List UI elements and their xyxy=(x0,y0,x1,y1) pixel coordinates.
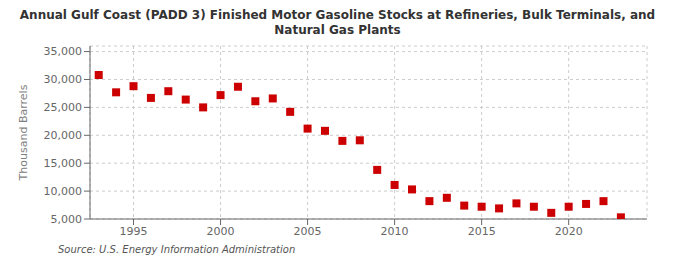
svg-text:35,000: 35,000 xyxy=(44,45,83,58)
svg-text:1995: 1995 xyxy=(120,225,148,238)
svg-text:25,000: 25,000 xyxy=(44,101,83,114)
html-text:Annual Gulf Coast (PADD 3) Fin: Annual Gulf Coast (PADD 3) Finished Moto… xyxy=(19,8,656,37)
svg-text:Thousand Barrels: Thousand Barrels xyxy=(17,84,30,181)
svg-text:2005: 2005 xyxy=(294,225,322,238)
svg-text:2020: 2020 xyxy=(555,225,583,238)
svg-text:2000: 2000 xyxy=(207,225,235,238)
html-text:Source: U.S. Energy Informatio: Source: U.S. Energy Information Administ… xyxy=(58,244,296,255)
svg-text:30,000: 30,000 xyxy=(44,73,83,86)
svg-text:15,000: 15,000 xyxy=(44,157,83,170)
svg-text:2015: 2015 xyxy=(468,225,496,238)
svg-text:2010: 2010 xyxy=(381,225,409,238)
svg-text:5,000: 5,000 xyxy=(51,213,83,226)
svg-text:20,000: 20,000 xyxy=(44,129,83,142)
svg-text:10,000: 10,000 xyxy=(44,185,83,198)
